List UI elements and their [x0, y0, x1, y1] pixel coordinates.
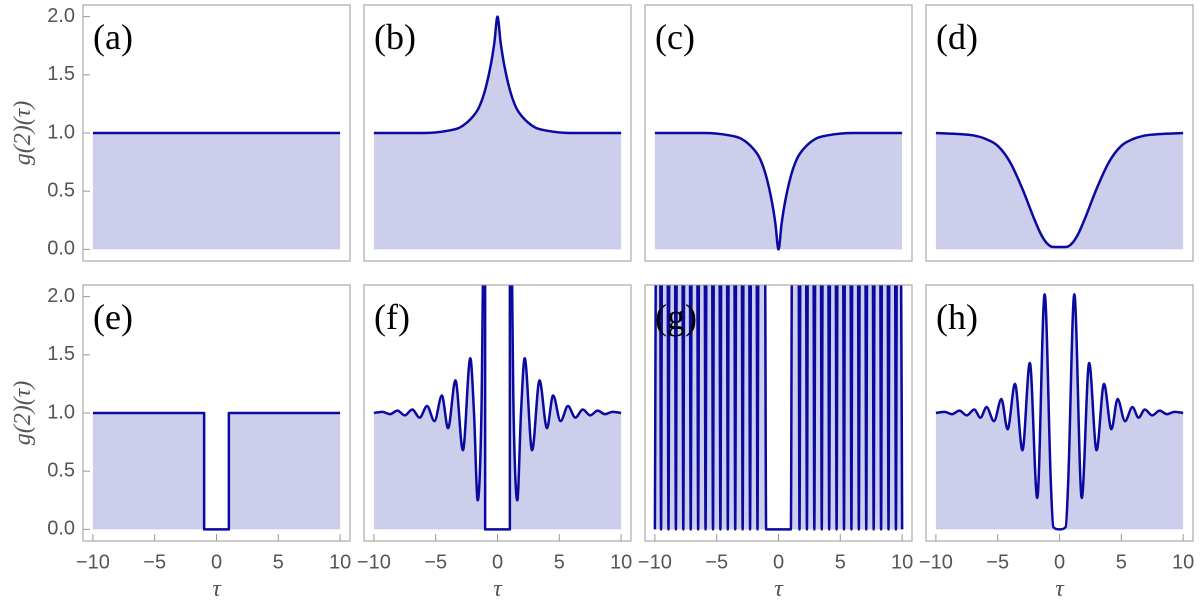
area-fill: [654, 133, 903, 250]
panel: (g) −10 −5 0 5 10 τ: [638, 284, 913, 600]
x-tick-label: 10: [1172, 551, 1194, 573]
plot-area: [653, 285, 904, 531]
x-tick-label: −5: [143, 551, 166, 573]
data-line: [92, 411, 341, 531]
y-tick-label: 0.5: [47, 459, 75, 481]
x-tick-label: −10: [919, 551, 953, 573]
area-fill: [935, 133, 1184, 250]
panel: (d): [925, 4, 1194, 262]
y-tick-label: 0.0: [47, 238, 75, 260]
x-tick-label: 5: [273, 551, 284, 573]
area-fill: [373, 285, 622, 530]
frame: [644, 4, 913, 262]
data-line: [654, 131, 903, 251]
x-tick-label: −5: [986, 551, 1009, 573]
data-line: [373, 15, 622, 135]
y-tick-label: 2.0: [47, 5, 75, 27]
x-tick-label: 10: [610, 551, 632, 573]
x-tick-label: −5: [705, 551, 728, 573]
panel-label: (e): [93, 297, 133, 337]
area-fill: [935, 294, 1184, 530]
panel: (f) −10 −5 0 5 10 τ: [357, 284, 632, 600]
x-tick-label: 0: [211, 551, 222, 573]
plot-area: [92, 131, 341, 250]
panel: (c): [644, 4, 913, 262]
panel: (h) −10 −5 0 5 10 τ: [919, 284, 1194, 600]
x-tick-label: 0: [492, 551, 503, 573]
plot-area: [373, 285, 622, 531]
y-tick-label: 0.0: [47, 518, 75, 540]
panel-label: (h): [936, 297, 978, 337]
x-tick-label: 0: [1054, 551, 1065, 573]
data-line: [653, 285, 904, 531]
x-tick-label: 5: [835, 551, 846, 573]
plot-area: [373, 15, 622, 250]
y-tick-label: 1.5: [47, 343, 75, 365]
y-tick-label: 0.5: [47, 179, 75, 201]
area-fill: [654, 285, 903, 530]
data-line: [935, 131, 1184, 249]
panel: (e) 0.0 0.5 1.0 1.5 2.0 −10 −5 0 5 10 g(2)(τ) τ: [10, 284, 351, 600]
panel-label: (a): [93, 17, 133, 57]
x-tick-label: −5: [424, 551, 447, 573]
plot-area: [92, 411, 341, 531]
x-tick-label: 10: [329, 551, 351, 573]
x-axis-label: τ: [493, 576, 503, 600]
panel-label: (g): [655, 297, 697, 337]
panel: (b): [363, 4, 632, 262]
frame: [363, 4, 632, 262]
x-tick-label: −10: [76, 551, 110, 573]
panel-label: (c): [655, 17, 695, 57]
panel: (a) 0.0 0.5 1.0 1.5 2.0 g(2)(τ): [10, 4, 351, 262]
x-axis-label: τ: [212, 576, 222, 600]
x-tick-label: −10: [638, 551, 672, 573]
area-fill: [92, 133, 341, 250]
frame: [925, 4, 1194, 262]
panel-label: (f): [374, 297, 410, 337]
y-tick-label: 1.0: [47, 401, 75, 423]
plot-area: [935, 293, 1184, 531]
panel-label: (d): [936, 17, 978, 57]
x-tick-label: 0: [773, 551, 784, 573]
x-tick-label: 5: [1116, 551, 1127, 573]
x-tick-label: 5: [554, 551, 565, 573]
y-tick-label: 1.0: [47, 121, 75, 143]
x-axis-label: τ: [774, 576, 784, 600]
y-axis-label: g(2)(τ): [10, 101, 36, 166]
data-line: [935, 293, 1184, 531]
area-fill: [92, 413, 341, 530]
y-tick-label: 1.5: [47, 63, 75, 85]
x-axis-label: τ: [1055, 576, 1065, 600]
area-fill: [373, 16, 622, 250]
x-tick-label: −10: [357, 551, 391, 573]
x-tick-label: 10: [891, 551, 913, 573]
panel-label: (b): [374, 17, 416, 57]
plot-area: [654, 131, 903, 251]
plot-area: [935, 131, 1184, 250]
y-axis-label: g(2)(τ): [10, 381, 36, 446]
data-line: [373, 285, 622, 531]
y-tick-label: 2.0: [47, 285, 75, 307]
